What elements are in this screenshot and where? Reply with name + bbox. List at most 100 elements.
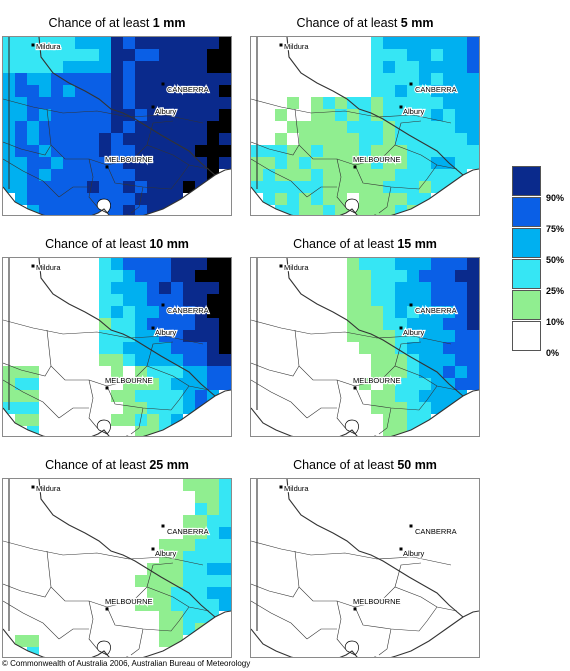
probability-cell xyxy=(147,205,159,215)
district-boundary xyxy=(106,606,190,632)
probability-cell xyxy=(467,133,479,145)
probability-cell xyxy=(395,181,407,193)
probability-cell xyxy=(27,157,39,169)
probability-cell xyxy=(147,575,159,587)
mildura-label: Mildura xyxy=(284,484,309,493)
probability-cell xyxy=(407,49,419,61)
probability-cell xyxy=(123,145,135,157)
probability-cell xyxy=(383,61,395,73)
probability-cell xyxy=(111,85,123,97)
copyright-footer: © Commonwealth of Australia 2006, Austra… xyxy=(2,659,251,668)
probability-cell xyxy=(87,205,99,215)
probability-cell xyxy=(467,318,479,330)
probability-cell xyxy=(407,157,419,169)
probability-cell xyxy=(15,85,27,97)
mildura-label: Mildura xyxy=(36,263,61,272)
probability-cell xyxy=(195,294,207,306)
probability-cell xyxy=(183,121,195,133)
probability-cell xyxy=(171,169,183,181)
probability-cell xyxy=(371,258,383,270)
probability-cell xyxy=(51,97,63,109)
probability-cell xyxy=(419,61,431,73)
coastline xyxy=(251,389,479,436)
probability-cell xyxy=(63,109,75,121)
probability-cell xyxy=(207,37,219,49)
probability-cell xyxy=(443,109,455,121)
rain-map-canvas: Mildura CANBERRA Albury MELBOURNE xyxy=(251,258,479,436)
probability-cell xyxy=(147,109,159,121)
district-boundary xyxy=(130,407,144,435)
district-boundary xyxy=(130,628,144,656)
district-boundary xyxy=(46,329,108,387)
district-boundary xyxy=(3,583,52,598)
probability-cell xyxy=(135,354,147,366)
probability-cell xyxy=(431,270,443,282)
probability-cell xyxy=(123,342,135,354)
probability-cell xyxy=(15,73,27,85)
probability-cell xyxy=(75,49,87,61)
probability-cell xyxy=(443,133,455,145)
probability-cell xyxy=(135,414,147,426)
probability-cell xyxy=(219,121,231,133)
probability-cell xyxy=(195,37,207,49)
albury-marker xyxy=(399,547,403,551)
probability-cell xyxy=(111,169,123,181)
probability-cell xyxy=(183,169,195,181)
district-boundary xyxy=(354,586,458,612)
probability-cell xyxy=(419,157,431,169)
probability-cell xyxy=(407,258,419,270)
probability-cell xyxy=(159,378,171,390)
probability-cell xyxy=(359,282,371,294)
probability-cell xyxy=(27,426,39,436)
probability-cell xyxy=(195,85,207,97)
probability-cell xyxy=(51,169,63,181)
probability-cell xyxy=(371,354,383,366)
rain-map: Mildura CANBERRA Albury MELBOURNE xyxy=(250,478,480,658)
probability-cell xyxy=(183,85,195,97)
panel-title-amount: 10 mm xyxy=(149,237,189,251)
probability-cell xyxy=(455,282,467,294)
district-boundary xyxy=(3,319,204,345)
probability-cell xyxy=(183,330,195,342)
probability-cell xyxy=(135,258,147,270)
probability-cell xyxy=(111,97,123,109)
probability-cell xyxy=(147,145,159,157)
probability-cell xyxy=(27,85,39,97)
probability-cell xyxy=(383,37,395,49)
probability-cell xyxy=(431,354,443,366)
probability-cell xyxy=(359,306,371,318)
probability-cell xyxy=(87,61,99,73)
legend-swatch-50 xyxy=(512,228,541,258)
probability-cell xyxy=(219,318,231,330)
probability-cell xyxy=(195,527,207,539)
district-boundary xyxy=(394,341,422,367)
probability-cell xyxy=(39,85,51,97)
probability-cell xyxy=(207,539,219,551)
canberra-marker xyxy=(409,82,413,86)
port-phillip-bay xyxy=(96,198,111,214)
albury-marker xyxy=(151,547,155,551)
probability-cell xyxy=(467,354,479,366)
probability-cell xyxy=(383,193,395,205)
probability-cell xyxy=(63,133,75,145)
albury-label: Albury xyxy=(403,107,425,116)
probability-cell xyxy=(207,294,219,306)
probability-cell xyxy=(207,121,219,133)
probability-cell xyxy=(111,318,123,330)
probability-cell xyxy=(147,294,159,306)
probability-cell xyxy=(63,97,75,109)
probability-cell xyxy=(455,270,467,282)
probability-cell xyxy=(383,49,395,61)
probability-cell xyxy=(431,378,443,390)
probability-cell xyxy=(335,181,347,193)
probability-cell xyxy=(135,193,147,205)
probability-cell xyxy=(183,181,195,193)
probability-cell xyxy=(443,294,455,306)
probability-cell xyxy=(147,318,159,330)
probability-cell xyxy=(195,575,207,587)
mildura-label: Mildura xyxy=(36,484,61,493)
probability-cell xyxy=(395,270,407,282)
probability-cell xyxy=(195,390,207,402)
probability-cell xyxy=(371,390,383,402)
probability-cell xyxy=(371,181,383,193)
